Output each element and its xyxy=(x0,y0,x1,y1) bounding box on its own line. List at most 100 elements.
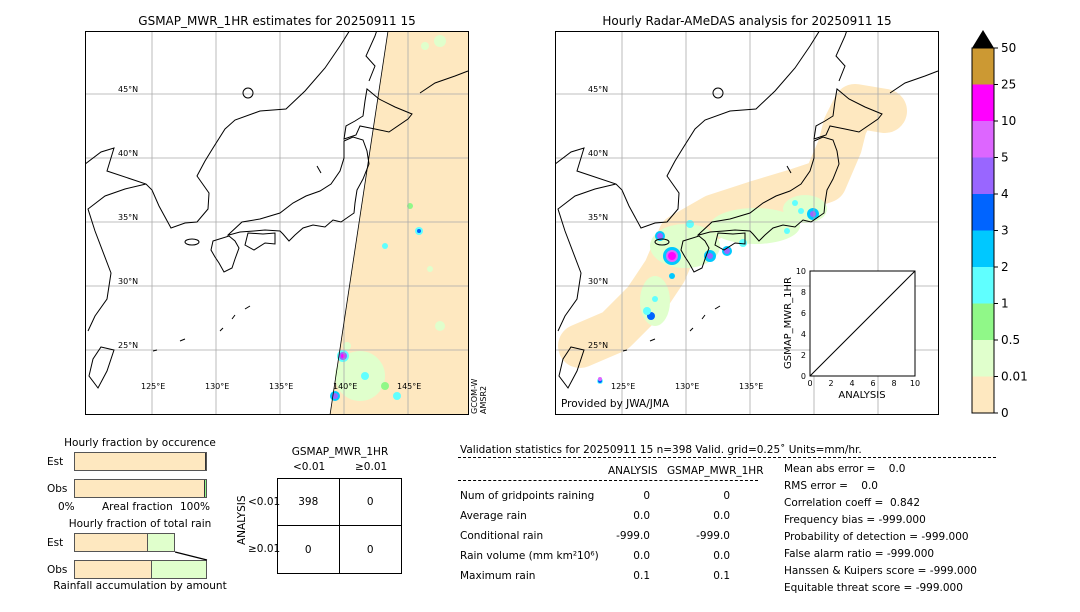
occurrence-est-label: Est xyxy=(47,456,64,468)
left-map: 45°N 40°N 35°N 30°N 25°N 125°E 130°E 135… xyxy=(85,31,469,415)
lat-label: 35°N xyxy=(118,213,138,222)
inset-ytick: 0 xyxy=(801,372,806,381)
colorbar-label: 25 xyxy=(1001,78,1016,92)
colorbar-segment xyxy=(972,121,994,158)
contingency-col1: <0.01 xyxy=(293,461,326,473)
inset-ylabel: GSMAP_MWR_1HR xyxy=(783,277,794,369)
lon-label: 140°E xyxy=(333,382,357,391)
satellite-swath xyxy=(330,31,469,415)
colorbar-segment xyxy=(972,267,994,304)
rain-segment xyxy=(148,534,175,551)
inset-scatter: 00 2 2 4 4 6 6 8 8 10 10 ANALYSIS GSMAP_MWR_1HR xyxy=(783,267,920,401)
score-line: False alarm ratio = -999.000 xyxy=(784,548,935,560)
contingency-cell: 398 xyxy=(278,479,340,526)
left-map-title: GSMAP_MWR_1HR estimates for 20250911 15 xyxy=(138,14,416,28)
stat-analysis: -999.0 xyxy=(616,530,650,542)
lat-label: 35°N xyxy=(588,213,608,222)
colorbar-segment xyxy=(972,340,994,377)
stat-label: Rain volume (mm km²10⁶) xyxy=(460,550,599,562)
lon-label: 145°E xyxy=(397,382,421,391)
total-rain-est-label: Est xyxy=(47,537,64,549)
total-rain-title: Hourly fraction of total rain xyxy=(68,518,212,530)
colorbar-segment xyxy=(972,376,994,413)
colorbar-segment xyxy=(972,84,994,121)
stat-gsmap: 0.0 xyxy=(713,510,730,522)
validation-header: Validation statistics for 20250911 15 n=… xyxy=(460,444,862,456)
colorbar-segment xyxy=(972,303,994,340)
occurrence-est-bar xyxy=(74,452,207,471)
score-line: Equitable threat score = -999.000 xyxy=(784,582,963,594)
credit-text: Provided by JWA/JMA xyxy=(561,398,670,410)
rain-fraction xyxy=(204,480,206,497)
stat-gsmap: 0.1 xyxy=(713,570,730,582)
lat-label: 45°N xyxy=(118,85,138,94)
score-line: Correlation coeff = 0.842 xyxy=(784,497,920,509)
rain-fraction xyxy=(204,453,206,470)
occurrence-xmin: 0% xyxy=(58,501,75,513)
colorbar-segment xyxy=(972,230,994,267)
stat-gsmap: -999.0 xyxy=(696,530,730,542)
inset-xtick: 6 xyxy=(870,379,875,388)
colorbar-label: 10 xyxy=(1001,114,1016,128)
stat-label: Average rain xyxy=(460,510,527,522)
score-line: Hanssen & Kuipers score = -999.000 xyxy=(784,565,977,577)
lat-label: 30°N xyxy=(118,277,138,286)
lon-label: 135°E xyxy=(269,382,293,391)
lat-label: 30°N xyxy=(588,277,608,286)
satellite-label: GCOM-W xyxy=(470,378,479,414)
colorbar: 0 0.01 0.5 1 2 3 4 5 10 25 50 xyxy=(971,30,1028,420)
contingency-cell: 0 xyxy=(366,543,374,556)
inset-ytick: 4 xyxy=(801,330,806,339)
colorbar-segment xyxy=(972,48,994,85)
diagonal-line xyxy=(809,270,916,377)
stat-analysis: 0.0 xyxy=(633,550,650,562)
colorbar-label: 0 xyxy=(1001,406,1009,420)
contingency-table: 398 0 0 0 xyxy=(277,478,402,574)
col-gsmap: GSMAP_MWR_1HR xyxy=(667,465,764,477)
rain-cells xyxy=(597,195,827,384)
occurrence-obs-label: Obs xyxy=(47,483,68,495)
lat-label: 40°N xyxy=(118,149,138,158)
rain-segment xyxy=(152,561,206,578)
occurrence-xlabel: Areal fraction xyxy=(102,501,173,513)
stat-label: Conditional rain xyxy=(460,530,544,542)
inset-xtick: 10 xyxy=(910,379,920,388)
colorbar-label: 5 xyxy=(1001,151,1009,165)
occurrence-obs-bar xyxy=(74,479,207,498)
lon-label: 125°E xyxy=(141,382,165,391)
inset-xlabel: ANALYSIS xyxy=(838,390,885,401)
colorbar-segment xyxy=(972,157,994,194)
stat-analysis: 0 xyxy=(643,490,650,502)
colorbar-label: 1 xyxy=(1001,297,1009,311)
col-analysis: ANALYSIS xyxy=(608,465,658,477)
stat-analysis: 0.1 xyxy=(633,570,650,582)
inset-ytick: 8 xyxy=(801,288,806,297)
sensor-label: AMSR2 xyxy=(479,385,488,414)
contingency-cell: 0 xyxy=(278,526,340,573)
inset-ytick: 2 xyxy=(801,351,806,360)
stat-label: Num of gridpoints raining xyxy=(460,490,595,502)
inset-ytick: 6 xyxy=(801,309,806,318)
contingency-title: GSMAP_MWR_1HR xyxy=(291,446,389,458)
rain-segment xyxy=(75,561,153,578)
total-rain-obs-bar xyxy=(74,560,207,579)
colorbar-label: 50 xyxy=(1001,41,1016,55)
contingency-row1: <0.01 xyxy=(248,496,281,508)
lat-label: 40°N xyxy=(588,149,608,158)
score-line: Probability of detection = -999.000 xyxy=(784,531,969,543)
total-rain-est-bar xyxy=(74,533,176,552)
stat-analysis: 0.0 xyxy=(633,510,650,522)
contingency-row-axis: ANALYSIS xyxy=(236,495,248,545)
colorbar-label: 2 xyxy=(1001,260,1009,274)
rain-segment xyxy=(75,534,148,551)
inset-xtick: 8 xyxy=(891,379,896,388)
inset-xtick: 0 xyxy=(807,379,812,388)
contingency-col2: ≥0.01 xyxy=(355,461,388,473)
contingency-row2: ≥0.01 xyxy=(248,543,281,555)
lon-label: 130°E xyxy=(205,382,229,391)
score-line: Frequency bias = -999.000 xyxy=(784,514,926,526)
stat-gsmap: 0.0 xyxy=(713,550,730,562)
inset-xtick: 2 xyxy=(828,379,833,388)
colorbar-label: 0.5 xyxy=(1001,333,1020,347)
colorbar-label: 0.01 xyxy=(1001,370,1028,384)
